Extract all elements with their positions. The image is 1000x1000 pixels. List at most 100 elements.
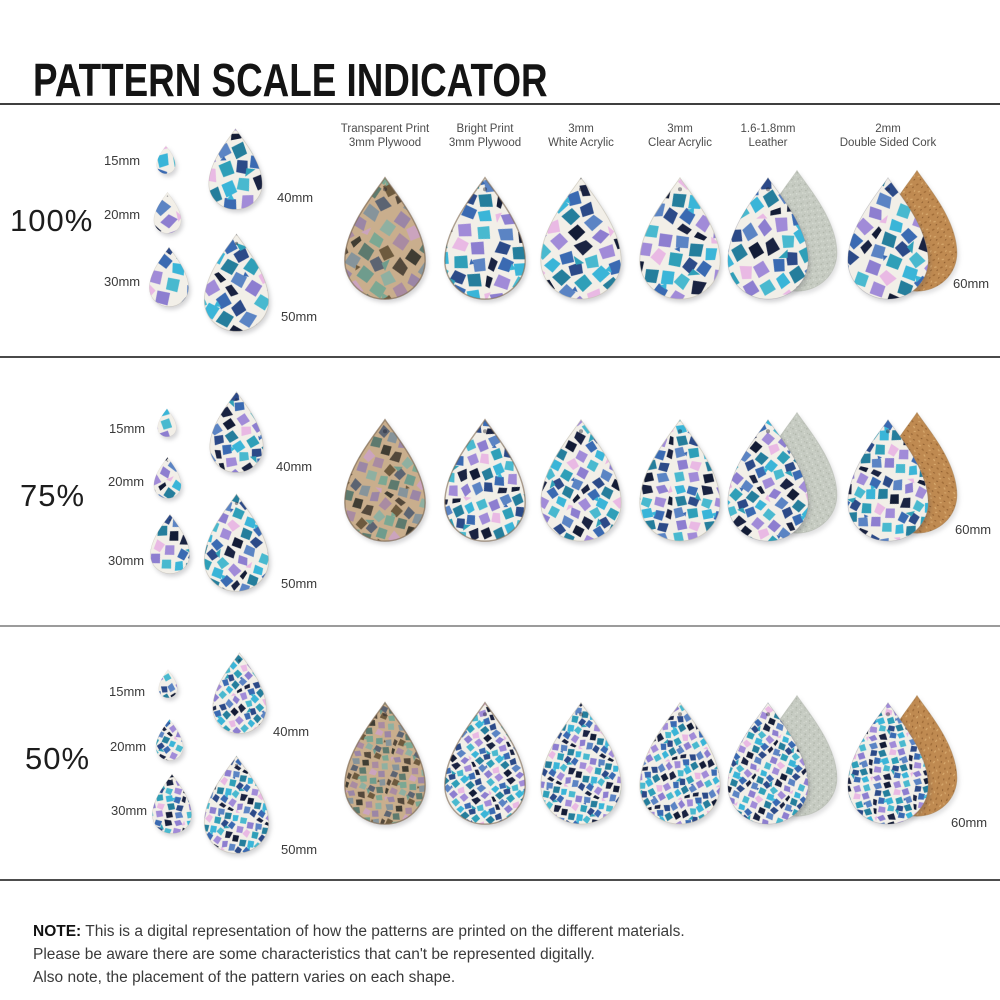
cluster-drop-50mm <box>202 492 271 592</box>
size-label-50mm: 50mm <box>281 576 318 591</box>
divider-bottom <box>0 879 1000 881</box>
cluster-drop-15mm <box>157 408 177 437</box>
teardrop-shape <box>727 418 809 542</box>
sample-size-label: 60mm <box>951 815 988 830</box>
teardrop-shape <box>847 176 929 300</box>
column-header-bright-plywood: Bright Print 3mm Plywood <box>410 122 560 150</box>
cluster-drop-40mm <box>208 390 265 473</box>
column-header-line1: 3mm <box>568 123 594 135</box>
note-line-2: Please be aware there are some character… <box>33 946 595 963</box>
teardrop-shape <box>344 176 426 300</box>
cluster-drop-40mm <box>211 651 268 734</box>
size-label-20mm: 20mm <box>104 207 141 222</box>
size-label-50mm: 50mm <box>281 309 318 324</box>
size-label-40mm: 40mm <box>273 724 310 739</box>
divider-row1-row2 <box>0 356 1000 358</box>
cluster-drop-15mm <box>158 669 178 698</box>
cluster-drop-20mm <box>153 456 182 499</box>
teardrop-shape <box>540 176 622 300</box>
column-header-transparent-plywood: Transparent Print 3mm Plywood <box>310 122 460 150</box>
teardrop-shape <box>444 701 526 825</box>
teardrop-shape <box>209 391 264 473</box>
size-label-30mm: 30mm <box>111 803 148 818</box>
column-header-clear-acrylic: 3mm Clear Acrylic <box>605 122 755 150</box>
column-header-line2: Leather <box>748 137 788 149</box>
teardrop-shape <box>212 652 267 734</box>
column-header-line2: Double Sided Cork <box>839 137 937 149</box>
page-title: PATTERN SCALE INDICATOR <box>33 53 548 106</box>
size-label-15mm: 15mm <box>109 421 146 436</box>
note-line-1: NOTE: This is a digital representation o… <box>33 920 685 943</box>
teardrop-shape <box>153 191 182 234</box>
column-header-line1: 3mm <box>667 123 693 135</box>
sample-drop-transparent-plywood <box>342 175 428 300</box>
teardrop-shape <box>847 418 929 542</box>
cluster-drop-20mm <box>153 191 182 234</box>
sample-drop-cork <box>845 700 931 825</box>
sample-drop-transparent-plywood <box>342 417 428 542</box>
teardrop-shape <box>203 493 270 592</box>
column-header-line1: Bright Print <box>456 123 514 135</box>
sample-drop-clear-acrylic <box>637 175 723 300</box>
teardrop-shape <box>152 773 192 834</box>
divider-row2-row3 <box>0 625 1000 627</box>
note: NOTE: This is a digital representation o… <box>33 920 685 989</box>
note-text-1: This is a digital representation of how … <box>85 923 685 940</box>
teardrop-shape <box>344 701 426 825</box>
sample-drop-bright-plywood <box>442 175 528 300</box>
size-label-20mm: 20mm <box>108 474 145 489</box>
sample-drop-leather <box>725 417 811 542</box>
sample-drop-bright-plywood <box>442 700 528 825</box>
size-label-30mm: 30mm <box>108 553 145 568</box>
teardrop-shape <box>727 701 809 825</box>
teardrop-shape <box>149 246 189 307</box>
sample-drop-clear-acrylic <box>637 417 723 542</box>
teardrop-shape <box>639 701 721 825</box>
sample-drop-white-acrylic <box>538 700 624 825</box>
column-header-line2: White Acrylic <box>548 137 614 149</box>
sample-drop-white-acrylic <box>538 417 624 542</box>
teardrop-shape <box>540 701 622 825</box>
column-header-line2: Clear Acrylic <box>648 137 712 149</box>
column-header-line1: 2mm <box>875 123 901 135</box>
cluster-drop-50mm <box>202 754 271 854</box>
note-line-3: Also note, the placement of the pattern … <box>33 969 456 986</box>
sample-drop-white-acrylic <box>538 175 624 300</box>
teardrop-shape <box>727 176 809 300</box>
teardrop-shape <box>157 408 177 437</box>
cluster-drop-15mm <box>156 145 176 174</box>
size-label-20mm: 20mm <box>110 739 147 754</box>
sample-size-label: 60mm <box>953 276 990 291</box>
divider-top <box>0 103 1000 105</box>
column-header-line2: 3mm Plywood <box>448 137 522 149</box>
size-label-15mm: 15mm <box>104 153 141 168</box>
sample-drop-bright-plywood <box>442 417 528 542</box>
teardrop-shape <box>203 233 270 332</box>
size-label-30mm: 30mm <box>104 274 141 289</box>
row-scale-label: 100% <box>10 203 94 238</box>
teardrop-shape <box>847 701 929 825</box>
row-scale-label: 50% <box>25 741 91 776</box>
sample-drop-leather <box>725 175 811 300</box>
teardrop-shape <box>208 128 263 210</box>
sample-drop-cork <box>845 417 931 542</box>
size-label-50mm: 50mm <box>281 842 318 857</box>
teardrop-shape <box>639 176 721 300</box>
sample-size-label: 60mm <box>955 522 992 537</box>
note-label: NOTE: <box>33 923 82 940</box>
column-header-cork: 2mm Double Sided Cork <box>813 122 963 150</box>
column-header-leather: 1.6-1.8mm Leather <box>693 122 843 150</box>
size-label-15mm: 15mm <box>109 684 146 699</box>
size-label-40mm: 40mm <box>277 190 314 205</box>
sample-drop-cork <box>845 175 931 300</box>
teardrop-shape <box>444 418 526 542</box>
teardrop-shape <box>639 418 721 542</box>
sample-drop-clear-acrylic <box>637 700 723 825</box>
teardrop-shape <box>153 456 182 499</box>
column-header-line1: 1.6-1.8mm <box>740 123 796 135</box>
cluster-drop-30mm <box>149 513 191 574</box>
teardrop-shape <box>150 513 190 574</box>
cluster-drop-20mm <box>155 718 184 761</box>
column-header-white-acrylic: 3mm White Acrylic <box>506 122 656 150</box>
